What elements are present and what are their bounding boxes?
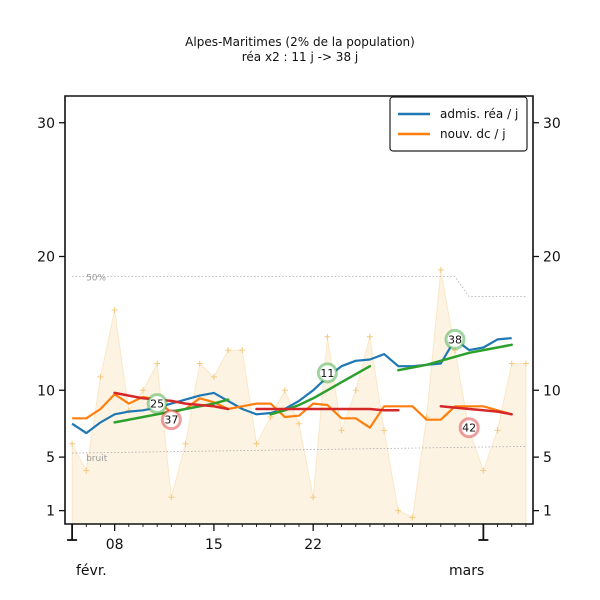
y-tick-label-right: 20 bbox=[543, 250, 561, 266]
annotation-marker bbox=[146, 393, 168, 415]
noise-area bbox=[71, 269, 527, 525]
noise-point bbox=[196, 360, 203, 367]
noise-point bbox=[69, 440, 76, 447]
x-tick-label: 15 bbox=[205, 537, 223, 553]
noise-point bbox=[83, 467, 90, 474]
trend-segment bbox=[255, 407, 400, 412]
chart-title: Alpes-Maritimes (2% de la population) bbox=[185, 35, 415, 49]
annotation-label: 38 bbox=[448, 333, 462, 346]
noise-point bbox=[281, 387, 288, 394]
y-tick-label-left: 5 bbox=[46, 450, 55, 466]
noise-point bbox=[437, 266, 444, 273]
reference-lines: 50% bruit bbox=[72, 274, 526, 464]
annotation-marker bbox=[458, 417, 480, 439]
noise-point bbox=[253, 440, 260, 447]
legend-label-dc: nouv. dc / j bbox=[440, 127, 506, 141]
noise-point bbox=[381, 427, 388, 434]
y-tick-label-right: 5 bbox=[543, 450, 552, 466]
x-tick-label: 08 bbox=[106, 537, 124, 553]
annotation-label: 25 bbox=[150, 398, 164, 411]
noise-point bbox=[97, 373, 104, 380]
noise-point bbox=[494, 427, 501, 434]
noise-point bbox=[239, 347, 246, 354]
noise-point bbox=[395, 507, 402, 514]
noise-point bbox=[154, 360, 161, 367]
month-label-feb: févr. bbox=[76, 563, 107, 579]
noise-point bbox=[338, 427, 345, 434]
noise-point bbox=[140, 387, 146, 394]
noise-point bbox=[522, 360, 529, 367]
annotation-label: 37 bbox=[164, 414, 178, 427]
y-tick-label-left: 20 bbox=[37, 250, 55, 266]
x-tick-label: 22 bbox=[304, 537, 322, 553]
noise-layer bbox=[69, 266, 529, 525]
noise-point bbox=[210, 373, 217, 380]
annotation-label: 42 bbox=[462, 422, 476, 435]
month-label-mar: mars bbox=[449, 563, 484, 579]
noise-point bbox=[409, 514, 416, 521]
series-line bbox=[71, 337, 512, 435]
reference-line bbox=[72, 276, 526, 297]
noise-point bbox=[352, 387, 359, 394]
noise-point bbox=[168, 494, 175, 501]
trend-segment bbox=[113, 391, 230, 411]
y-tick-label-right: 1 bbox=[543, 504, 552, 520]
annotation-label: 11 bbox=[320, 367, 334, 380]
y-tick-label-right: 10 bbox=[543, 383, 561, 399]
series-layer bbox=[71, 337, 513, 435]
annotation-marker bbox=[160, 409, 182, 431]
y-tick-label-left: 30 bbox=[37, 116, 55, 132]
y-tick-label-right: 30 bbox=[543, 116, 561, 132]
noise-point bbox=[182, 440, 189, 447]
noise-point bbox=[225, 347, 232, 354]
reference-label: 50% bbox=[86, 274, 106, 284]
plot-frame bbox=[64, 95, 534, 525]
noise-point bbox=[310, 494, 317, 501]
reference-line bbox=[72, 446, 526, 454]
reference-label: bruit bbox=[86, 454, 108, 464]
legend: admis. réa / j nouv. dc / j bbox=[389, 96, 528, 152]
trend-segment bbox=[439, 405, 513, 416]
noise-point bbox=[366, 333, 373, 340]
legend-label-rea: admis. réa / j bbox=[440, 107, 518, 121]
noise-point bbox=[480, 467, 487, 474]
legend-box bbox=[389, 96, 528, 152]
noise-point bbox=[508, 360, 515, 367]
noise-point bbox=[296, 420, 302, 427]
trend-segment bbox=[397, 343, 513, 372]
annotation-marker bbox=[444, 328, 466, 350]
y-tick-label-left: 1 bbox=[46, 504, 55, 520]
noise-point bbox=[111, 307, 118, 313]
noise-point bbox=[324, 333, 331, 340]
y-tick-label-left: 10 bbox=[37, 383, 55, 399]
chart-subtitle: réa x2 : 11 j -> 38 j bbox=[242, 50, 358, 64]
annotation-marker bbox=[316, 362, 338, 384]
